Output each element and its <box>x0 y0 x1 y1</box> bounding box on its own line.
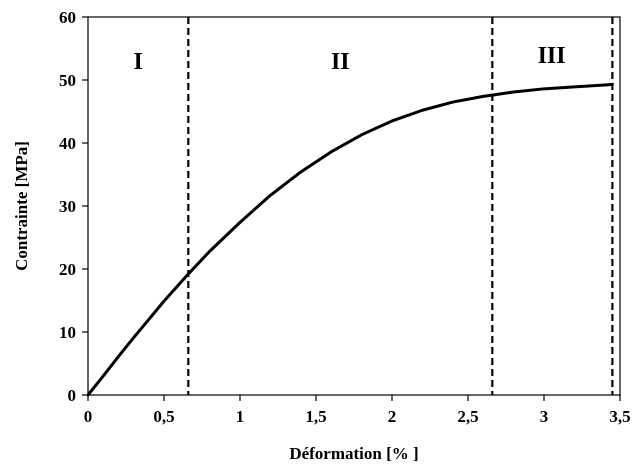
y-tick-label: 0 <box>68 386 77 405</box>
x-axis-ticks: 0 0,5 1 1,5 2 2,5 3 3,5 <box>84 395 631 426</box>
x-tick-label: 2 <box>388 407 397 426</box>
x-tick-label: 3,5 <box>609 407 630 426</box>
y-axis-label: Contrainte [MPa] <box>12 141 31 271</box>
x-tick-label: 0,5 <box>153 407 174 426</box>
x-tick-label: 1,5 <box>305 407 326 426</box>
series-layer <box>86 82 614 397</box>
y-tick-label: 30 <box>59 197 76 216</box>
series-line-1 <box>86 82 614 397</box>
x-tick-label: 1 <box>236 407 245 426</box>
x-tick-label: 0 <box>84 407 93 426</box>
x-tick-label: 3 <box>540 407 549 426</box>
region-label-III: III <box>538 43 566 69</box>
y-tick-label: 50 <box>59 71 76 90</box>
x-tick-label: 2,5 <box>457 407 478 426</box>
region-boundaries <box>187 17 614 395</box>
region-label-II: II <box>331 49 350 75</box>
y-tick-label: 60 <box>59 8 76 27</box>
y-tick-label: 40 <box>59 134 76 153</box>
plot-frame <box>87 16 621 396</box>
y-axis-ticks: 0 10 20 30 40 50 60 <box>59 8 88 405</box>
y-tick-label: 20 <box>59 260 76 279</box>
y-tick-label: 10 <box>59 323 76 342</box>
x-axis-label: Déformation [% ] <box>289 444 418 463</box>
region-labels: I II III <box>133 43 565 75</box>
region-label-I: I <box>133 49 142 75</box>
